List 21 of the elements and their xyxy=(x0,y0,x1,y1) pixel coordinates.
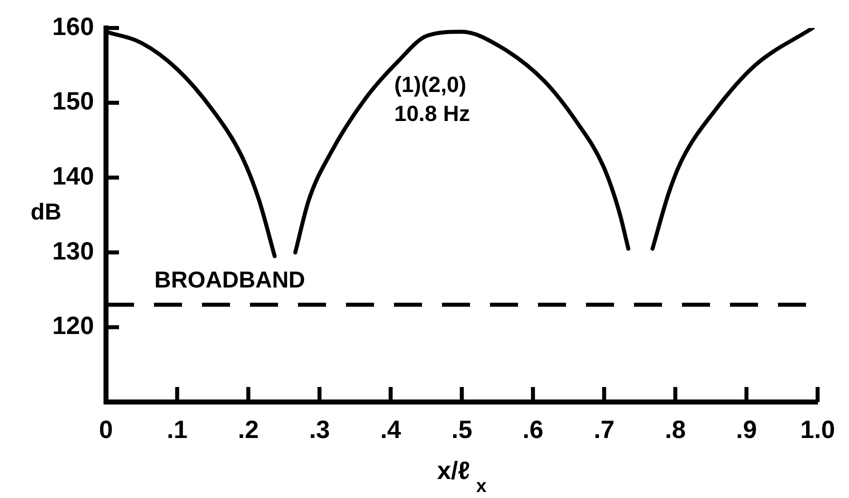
x-tick-label: .5 xyxy=(451,416,472,444)
annotation: (1)(2,0) xyxy=(394,72,466,98)
x-tick-label: .4 xyxy=(380,416,402,444)
y-axis-title: dB xyxy=(30,198,62,224)
x-tick-label: .3 xyxy=(309,416,330,444)
x-tick-label: .2 xyxy=(238,416,259,444)
x-tick-label: 1.0 xyxy=(800,416,836,444)
x-tick-label: .1 xyxy=(166,416,188,444)
x-tick-label: 0 xyxy=(99,416,113,444)
y-tick-label: 150 xyxy=(52,88,94,116)
x-tick-label: .9 xyxy=(736,416,757,444)
ref-line-label: BROADBAND xyxy=(154,266,306,293)
y-tick-label: 140 xyxy=(52,162,94,190)
x-tick-label: .8 xyxy=(664,416,686,444)
x-axis-title: x/ℓx xyxy=(437,456,488,496)
x-tick-label: .6 xyxy=(522,416,544,444)
y-tick-label: 160 xyxy=(52,12,94,41)
y-tick-label: 120 xyxy=(52,312,94,340)
x-tick-label: .7 xyxy=(594,416,615,444)
y-tick-label: 130 xyxy=(52,237,94,266)
annotation: 10.8 Hz xyxy=(394,101,470,126)
